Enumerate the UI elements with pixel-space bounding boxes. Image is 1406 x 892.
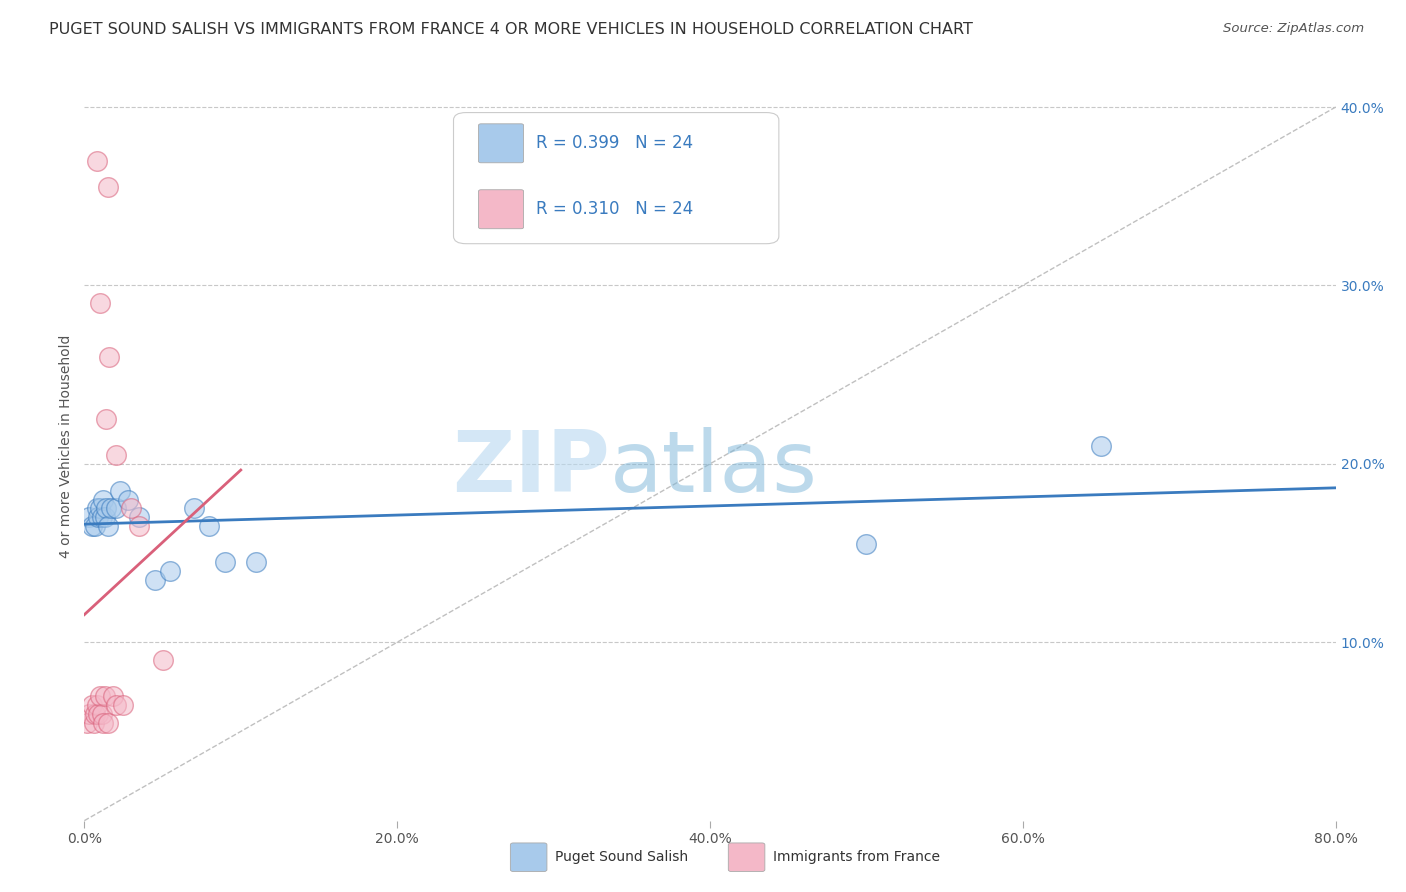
Text: Immigrants from France: Immigrants from France	[773, 850, 941, 864]
Text: R = 0.399   N = 24: R = 0.399 N = 24	[536, 135, 693, 153]
Point	[214, 555, 236, 569]
Point	[100, 501, 122, 516]
Point	[98, 350, 121, 364]
Point	[76, 715, 98, 730]
Point	[104, 448, 127, 462]
FancyBboxPatch shape	[478, 190, 523, 228]
Point	[159, 564, 181, 578]
Point	[112, 698, 135, 712]
Point	[87, 706, 110, 721]
Point	[104, 698, 127, 712]
Point	[86, 153, 108, 168]
Point	[82, 698, 104, 712]
Point	[89, 689, 111, 703]
Point	[183, 501, 205, 516]
FancyBboxPatch shape	[728, 843, 765, 871]
Point	[97, 715, 120, 730]
Y-axis label: 4 or more Vehicles in Household: 4 or more Vehicles in Household	[59, 334, 73, 558]
Point	[77, 510, 100, 524]
Point	[90, 510, 112, 524]
Text: ZIP: ZIP	[453, 427, 610, 510]
Point	[86, 698, 108, 712]
Point	[93, 689, 115, 703]
Point	[128, 519, 150, 533]
Text: Puget Sound Salish: Puget Sound Salish	[555, 850, 689, 864]
Point	[89, 296, 111, 310]
Point	[86, 501, 108, 516]
Text: Source: ZipAtlas.com: Source: ZipAtlas.com	[1223, 22, 1364, 36]
Point	[120, 501, 142, 516]
Text: atlas: atlas	[610, 427, 818, 510]
Point	[97, 180, 120, 194]
Point	[82, 519, 104, 533]
Text: R = 0.310   N = 24: R = 0.310 N = 24	[536, 200, 693, 219]
Point	[117, 492, 139, 507]
Point	[96, 501, 118, 516]
Point	[152, 653, 174, 667]
Point	[89, 501, 111, 516]
Point	[855, 537, 877, 551]
Point	[96, 412, 118, 426]
Point	[1090, 439, 1112, 453]
Point	[245, 555, 267, 569]
Text: PUGET SOUND SALISH VS IMMIGRANTS FROM FRANCE 4 OR MORE VEHICLES IN HOUSEHOLD COR: PUGET SOUND SALISH VS IMMIGRANTS FROM FR…	[49, 22, 973, 37]
Point	[128, 510, 150, 524]
Point	[91, 715, 114, 730]
Point	[143, 573, 166, 587]
Point	[77, 706, 100, 721]
Point	[110, 483, 132, 498]
Point	[90, 706, 112, 721]
Point	[97, 519, 120, 533]
FancyBboxPatch shape	[510, 843, 547, 871]
FancyBboxPatch shape	[478, 124, 523, 162]
Point	[101, 689, 124, 703]
Point	[198, 519, 221, 533]
FancyBboxPatch shape	[454, 112, 779, 244]
Point	[104, 501, 127, 516]
Point	[84, 706, 107, 721]
Point	[83, 715, 105, 730]
Point	[87, 510, 110, 524]
Point	[93, 510, 115, 524]
Point	[84, 519, 107, 533]
Point	[91, 492, 114, 507]
